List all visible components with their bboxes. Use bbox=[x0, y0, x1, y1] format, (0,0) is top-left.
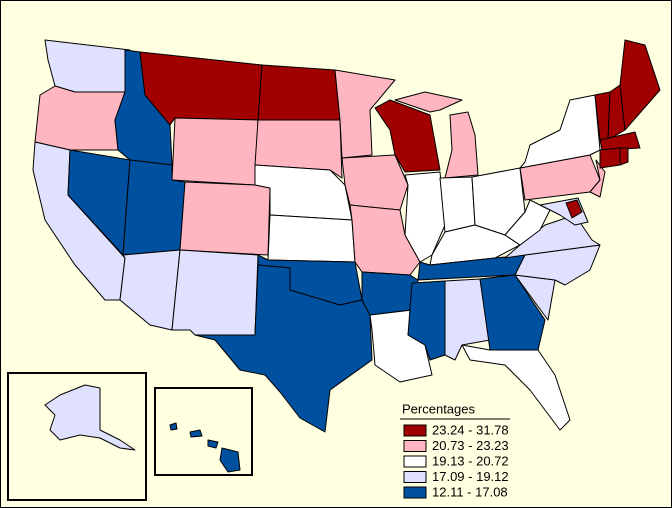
state bbox=[565, 199, 583, 219]
legend-label: 17.09 - 19.12 bbox=[432, 469, 509, 484]
state bbox=[374, 99, 441, 173]
state bbox=[171, 249, 259, 336]
state bbox=[44, 384, 136, 451]
state bbox=[394, 91, 463, 113]
state bbox=[599, 147, 621, 169]
legend-title: Percentages bbox=[402, 401, 475, 416]
legend-label: 19.13 - 20.72 bbox=[432, 453, 509, 468]
state bbox=[207, 439, 219, 449]
state bbox=[219, 447, 241, 473]
state bbox=[479, 274, 546, 351]
state bbox=[171, 117, 259, 186]
legend-label: 20.73 - 23.23 bbox=[432, 438, 509, 453]
state bbox=[257, 64, 341, 121]
legend-label: 12.11 - 17.08 bbox=[432, 484, 508, 499]
state bbox=[169, 422, 178, 431]
legend-swatch bbox=[403, 486, 427, 499]
state bbox=[194, 264, 373, 433]
legend-swatch bbox=[403, 455, 427, 468]
state bbox=[189, 429, 203, 438]
state bbox=[267, 214, 356, 263]
legend-swatch bbox=[403, 424, 427, 437]
state bbox=[619, 147, 629, 166]
hawaii-inset bbox=[154, 387, 253, 476]
state bbox=[461, 344, 571, 431]
legend-label: 23.24 - 31.78 bbox=[432, 422, 509, 437]
state bbox=[589, 159, 606, 198]
legend-swatch bbox=[403, 440, 427, 452]
states bbox=[32, 39, 661, 433]
state bbox=[444, 111, 479, 179]
state bbox=[254, 119, 343, 179]
state bbox=[34, 85, 126, 151]
state bbox=[439, 176, 476, 233]
state bbox=[619, 39, 661, 131]
alaska-inset bbox=[7, 372, 147, 501]
legend-swatch bbox=[403, 471, 427, 483]
state bbox=[341, 154, 409, 211]
state bbox=[599, 131, 641, 151]
state bbox=[179, 181, 271, 256]
state bbox=[334, 69, 396, 159]
